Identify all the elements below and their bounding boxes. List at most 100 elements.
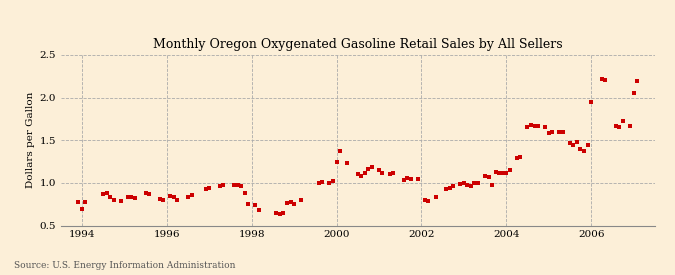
Point — [313, 181, 324, 185]
Point — [101, 191, 112, 195]
Point — [285, 200, 296, 205]
Point — [373, 168, 384, 172]
Point — [586, 100, 597, 104]
Point — [271, 211, 282, 215]
Point — [236, 184, 246, 188]
Point — [250, 203, 261, 207]
Point — [126, 194, 137, 199]
Point — [412, 177, 423, 182]
Point — [472, 181, 483, 185]
Point — [172, 198, 183, 202]
Point — [533, 123, 543, 128]
Point — [448, 184, 458, 188]
Point — [109, 198, 119, 202]
Point — [183, 194, 194, 199]
Point — [155, 197, 165, 201]
Point — [158, 198, 169, 202]
Point — [115, 199, 126, 203]
Point — [275, 212, 286, 217]
Point — [455, 182, 466, 186]
Point — [487, 182, 497, 187]
Point — [278, 211, 289, 215]
Point — [575, 147, 586, 151]
Point — [253, 208, 264, 212]
Point — [165, 194, 176, 198]
Point — [578, 149, 589, 153]
Point — [359, 170, 370, 175]
Point — [73, 199, 84, 204]
Point — [200, 187, 211, 191]
Point — [387, 171, 398, 176]
Point — [398, 178, 409, 183]
Point — [618, 119, 628, 123]
Point — [144, 192, 155, 196]
Point — [402, 175, 412, 180]
Point — [564, 141, 575, 145]
Point — [327, 179, 338, 183]
Point — [80, 199, 91, 204]
Point — [582, 142, 593, 147]
Point — [522, 124, 533, 129]
Point — [281, 201, 292, 205]
Point — [610, 123, 621, 128]
Point — [229, 183, 240, 188]
Point — [317, 180, 328, 184]
Point — [420, 198, 431, 202]
Point — [98, 192, 109, 196]
Point — [215, 184, 225, 188]
Point — [466, 184, 477, 188]
Point — [480, 174, 491, 178]
Point — [547, 130, 558, 134]
Point — [497, 171, 508, 176]
Point — [356, 174, 367, 178]
Point — [469, 181, 480, 185]
Point — [76, 207, 87, 211]
Point — [342, 161, 352, 166]
Point — [554, 130, 565, 134]
Point — [204, 186, 215, 190]
Point — [444, 186, 455, 190]
Point — [352, 172, 363, 177]
Point — [140, 191, 151, 195]
Point — [296, 198, 306, 202]
Point — [218, 183, 229, 188]
Point — [123, 195, 134, 200]
Point — [501, 170, 512, 175]
Point — [568, 142, 579, 147]
Text: Source: U.S. Energy Information Administration: Source: U.S. Energy Information Administ… — [14, 260, 235, 270]
Point — [543, 131, 554, 136]
Point — [331, 160, 342, 164]
Point — [384, 172, 395, 177]
Point — [430, 195, 441, 200]
Point — [600, 78, 611, 82]
Point — [504, 168, 515, 172]
Point — [324, 181, 335, 185]
Point — [130, 196, 140, 200]
Point — [406, 177, 416, 182]
Y-axis label: Dollars per Gallon: Dollars per Gallon — [26, 92, 35, 188]
Point — [243, 202, 254, 206]
Point — [462, 183, 472, 188]
Point — [186, 192, 197, 197]
Point — [441, 187, 452, 191]
Point — [614, 125, 625, 130]
Point — [526, 123, 537, 127]
Point — [596, 77, 607, 81]
Point — [512, 156, 522, 160]
Point — [624, 123, 635, 128]
Point — [632, 79, 643, 84]
Point — [232, 182, 243, 187]
Point — [572, 140, 583, 144]
Point — [558, 130, 568, 134]
Point — [239, 191, 250, 195]
Point — [105, 194, 115, 199]
Point — [483, 175, 494, 179]
Point — [289, 202, 300, 206]
Point — [628, 90, 639, 95]
Point — [458, 181, 469, 185]
Point — [377, 170, 388, 175]
Point — [423, 199, 434, 203]
Point — [529, 123, 540, 128]
Title: Monthly Oregon Oxygenated Gasoline Retail Sales by All Sellers: Monthly Oregon Oxygenated Gasoline Retai… — [153, 38, 562, 51]
Point — [490, 170, 501, 174]
